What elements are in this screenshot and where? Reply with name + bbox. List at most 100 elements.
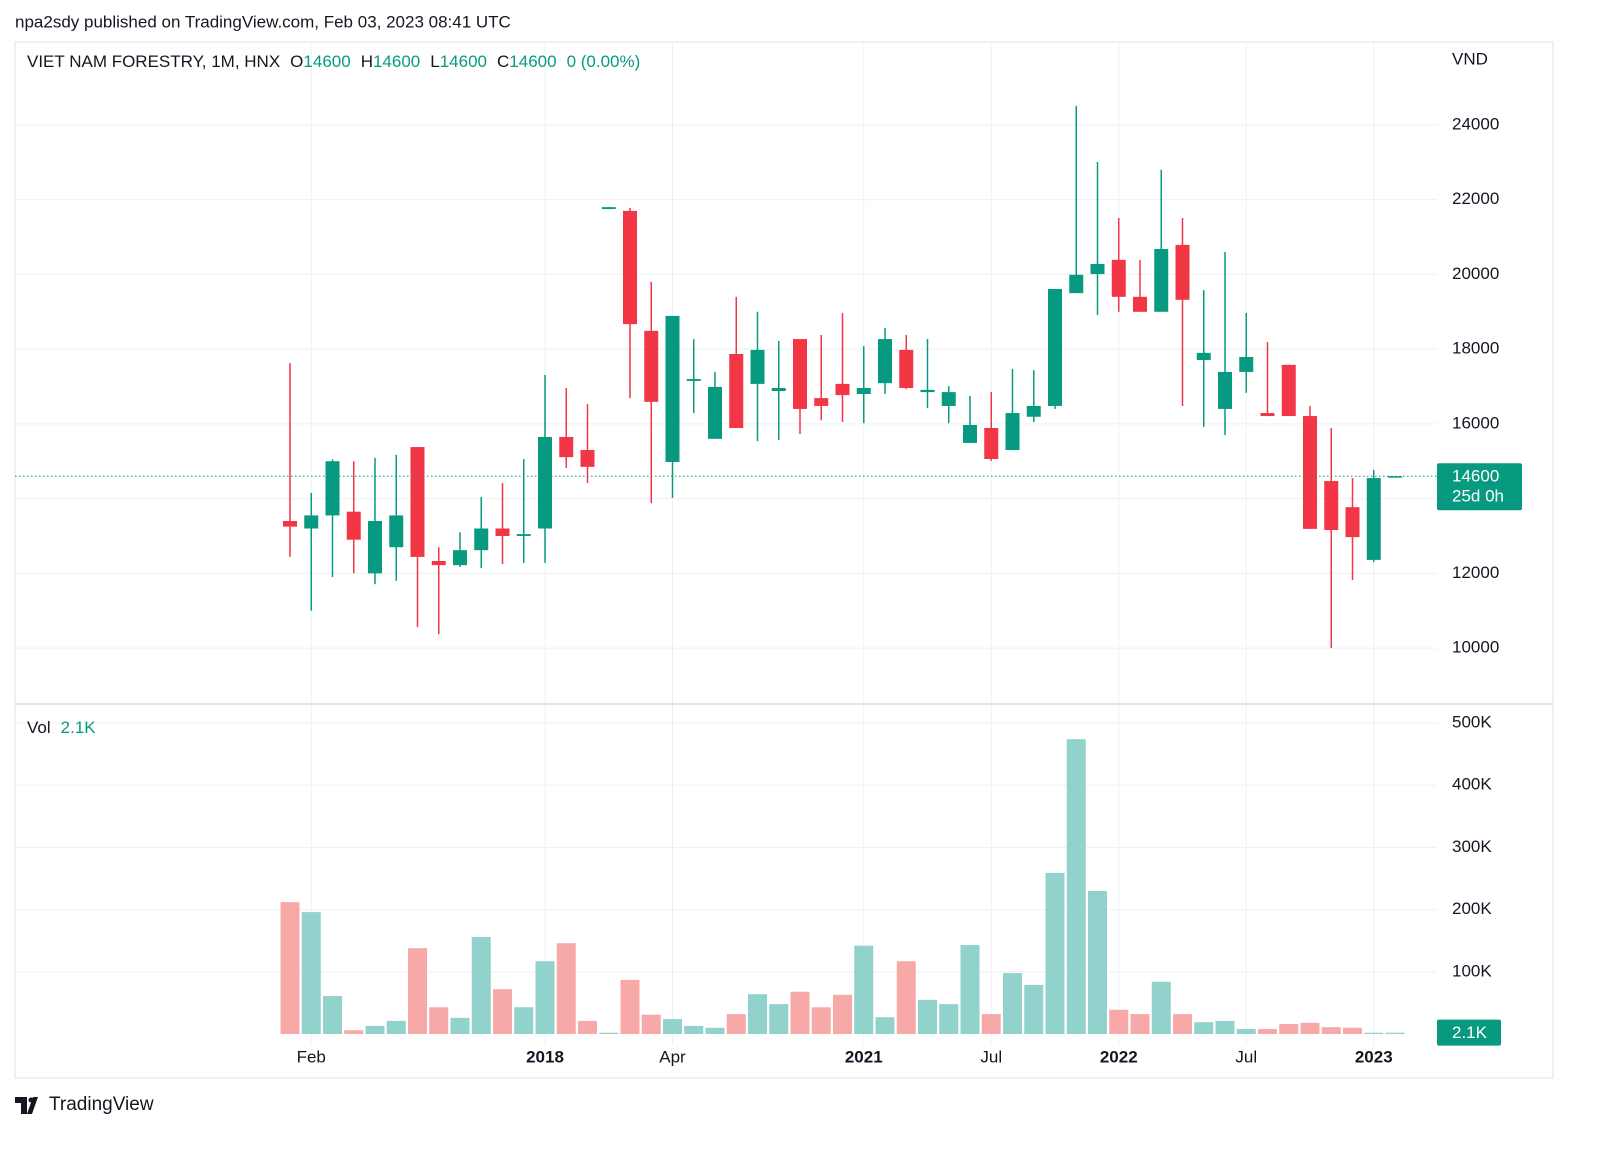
symbol: VIET NAM FORESTRY, 1M, HNX [27, 52, 280, 71]
chart-frame [14, 41, 1554, 1079]
volume-bar [1300, 1022, 1320, 1034]
candle-body [708, 386, 722, 439]
x-tick-label: 2018 [526, 1047, 564, 1066]
candle-body [1324, 481, 1339, 530]
candle-body [835, 383, 850, 396]
volume-bar [471, 936, 491, 1034]
volume-last-label: 2.1K [1452, 1023, 1488, 1042]
y-tick-label: 12000 [1452, 563, 1499, 582]
candle-body [729, 354, 744, 428]
candle-body [1281, 364, 1296, 417]
volume-bar [1385, 1032, 1405, 1034]
countdown-label: 25d 0h [1452, 487, 1504, 506]
candle-body [474, 528, 489, 551]
volume-last: 2.1K [61, 718, 97, 737]
candle-body [1069, 274, 1084, 294]
candle-body [856, 388, 871, 394]
volume-bar [556, 943, 576, 1034]
candle-body [410, 447, 425, 557]
footer: TradingView [15, 1094, 154, 1115]
volume-bar [535, 961, 555, 1034]
volume-bar [493, 989, 512, 1034]
last-price-label: 14600 [1452, 467, 1499, 486]
candle-body [878, 339, 892, 384]
y-tick-label: 24000 [1452, 114, 1499, 133]
volume-bar [939, 1004, 959, 1034]
c-value: 14600 [509, 52, 556, 71]
candle-body [793, 339, 807, 409]
candle-body [1026, 405, 1041, 417]
candle-body [1388, 476, 1402, 478]
volume-tick-label: 200K [1452, 899, 1492, 918]
candle-body [389, 515, 404, 548]
volume-bar [1173, 1014, 1192, 1034]
candle-body [920, 389, 935, 393]
volume-bar [578, 1020, 597, 1034]
volume-bar [684, 1025, 704, 1034]
candle-body [1239, 356, 1254, 372]
o-label: O [290, 52, 303, 71]
candle-body [750, 349, 765, 384]
volume-bar [1343, 1027, 1362, 1034]
volume-bar [429, 1007, 449, 1034]
candle-body [1345, 507, 1360, 538]
candle-body [1048, 288, 1062, 406]
candle-body [559, 436, 574, 458]
candle-body [580, 450, 595, 467]
last-price-box [1437, 463, 1522, 511]
volume-bar [365, 1025, 385, 1034]
volume-bar [450, 1017, 470, 1034]
y-tick-label: 18000 [1452, 339, 1499, 358]
candle-body [495, 528, 510, 536]
candle-body [1111, 259, 1126, 297]
volume-bar [386, 1020, 406, 1034]
candle-body [516, 534, 531, 536]
volume-bar [1279, 1024, 1299, 1034]
grid [15, 42, 1437, 1045]
volume-label: Vol [27, 718, 51, 737]
volume-bar [620, 979, 640, 1034]
brand: TradingView [49, 1094, 154, 1115]
x-tick-label: 2023 [1355, 1047, 1393, 1066]
volume-bar [833, 994, 852, 1034]
volume-bar [1194, 1022, 1214, 1034]
volume-bar [323, 996, 342, 1034]
y-tick-label: 16000 [1452, 413, 1499, 432]
volume-bar [344, 1030, 364, 1034]
candle-body [1196, 352, 1211, 360]
volume-bar [599, 1032, 619, 1034]
candle-body [665, 315, 680, 462]
l-value: 14600 [440, 52, 487, 71]
volume-bar [854, 945, 874, 1034]
volume-bar [1364, 1032, 1384, 1034]
volume-bar [408, 948, 427, 1034]
candle-body [431, 561, 446, 566]
candle-body [325, 461, 340, 516]
volume-bar [641, 1014, 661, 1034]
volume-bar [1236, 1029, 1256, 1034]
volume-bar [811, 1007, 831, 1034]
x-tick-label: Jul [980, 1047, 1002, 1066]
x-tick-label: 2022 [1100, 1047, 1138, 1066]
candle-body [963, 424, 977, 443]
c-label: C [497, 52, 509, 71]
candle-body [686, 379, 701, 381]
volume-bar [875, 1017, 895, 1034]
candle-body [941, 392, 956, 406]
volume-tick-label: 500K [1452, 713, 1492, 732]
volume-tick-label: 100K [1452, 961, 1492, 980]
logo-dot [28, 1097, 34, 1103]
y-tick-label: 10000 [1452, 638, 1499, 657]
change: 0 (0.00%) [567, 52, 641, 71]
volume-bar [960, 945, 980, 1034]
l-label: L [430, 52, 439, 71]
candle-body [1366, 478, 1381, 560]
candle-body [1133, 296, 1147, 312]
o-value: 14600 [303, 52, 350, 71]
y-tick-label: 22000 [1452, 189, 1499, 208]
candle-body [346, 511, 361, 540]
marks [15, 105, 1437, 1034]
volume-bar [918, 999, 937, 1034]
